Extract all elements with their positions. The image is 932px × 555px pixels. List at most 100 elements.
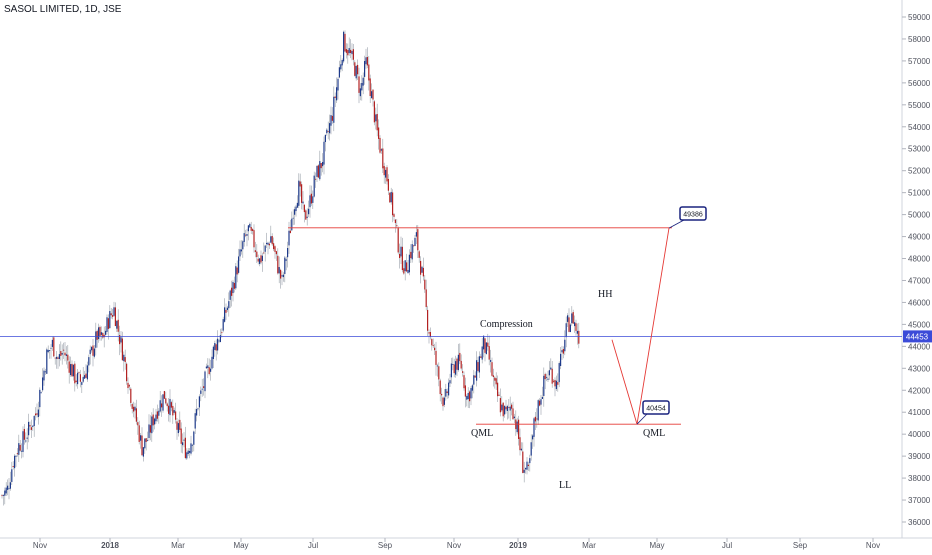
candle-body: [551, 368, 553, 384]
candle-body: [525, 467, 527, 470]
x-tick-label: 2018: [101, 541, 119, 550]
candle-body: [256, 251, 258, 258]
candle-body: [26, 437, 28, 439]
candle-body: [408, 254, 410, 273]
candle-body: [278, 267, 280, 274]
candle-body: [131, 404, 133, 409]
candle-body: [298, 180, 300, 206]
candle-body: [236, 267, 238, 275]
candle-body: [36, 413, 38, 415]
y-tick-label: 53000: [908, 145, 931, 154]
candle-body: [14, 455, 16, 469]
candle-body: [492, 375, 494, 377]
candle-body: [12, 466, 14, 468]
projection-path: [611, 228, 670, 425]
y-tick-label: 43000: [908, 364, 931, 373]
candle-body: [210, 368, 212, 372]
candle-body: [47, 349, 49, 353]
candle-body: [340, 64, 342, 70]
candle-body: [390, 191, 392, 203]
candle-body: [194, 413, 196, 429]
candle-body: [159, 400, 161, 412]
candle-body: [539, 400, 541, 406]
candle-body: [156, 411, 158, 419]
chart-title: SASOL LIMITED, 1D, JSE: [4, 4, 122, 15]
candle-body: [529, 458, 531, 464]
candle-body: [522, 451, 524, 474]
x-tick-label: Nov: [866, 541, 880, 550]
candle-body: [124, 357, 126, 363]
candle-body: [506, 406, 508, 411]
candle-body: [44, 371, 46, 373]
callout-pointer: [668, 219, 685, 229]
candle-body: [508, 407, 510, 408]
candle-body: [81, 382, 83, 385]
candle-body: [134, 406, 136, 411]
candle-body: [483, 335, 485, 350]
candle-body: [39, 389, 41, 408]
candle-body: [270, 236, 272, 243]
candle-body: [259, 258, 261, 264]
candle-body: [225, 309, 227, 313]
candle-body: [399, 253, 401, 259]
candle-body: [351, 50, 353, 55]
candle-body: [518, 419, 520, 439]
candle-body: [484, 338, 486, 353]
candle-body: [247, 225, 249, 232]
candle-body: [341, 59, 343, 66]
candle-body: [117, 319, 119, 332]
y-tick-label: 44000: [908, 342, 931, 351]
x-tick-label: Sep: [378, 541, 393, 550]
candle-body: [263, 252, 265, 254]
candle-body: [119, 335, 121, 345]
candle-body: [478, 356, 480, 373]
candle-body: [431, 339, 433, 346]
candle-body: [467, 392, 469, 400]
candle-body: [355, 66, 357, 79]
candle-body: [546, 376, 548, 378]
candle-body: [233, 282, 235, 289]
candle-body: [555, 380, 557, 390]
candle-body: [494, 377, 496, 381]
price-label: 44453: [906, 332, 929, 341]
y-tick-label: 55000: [908, 101, 931, 110]
candle-body: [212, 346, 214, 360]
candle-body: [310, 193, 312, 204]
candle-body: [71, 363, 73, 377]
candle-body: [70, 364, 72, 376]
candle-body: [305, 210, 307, 220]
candle-body: [218, 340, 220, 342]
candle-body: [50, 347, 52, 349]
candle-body: [369, 78, 371, 97]
candle-body: [282, 274, 284, 278]
candle-body: [292, 217, 294, 219]
candle-body: [530, 442, 532, 456]
candle-body: [288, 230, 290, 246]
candle-body: [51, 339, 53, 347]
candle-body: [112, 315, 114, 317]
candle-body: [404, 260, 406, 272]
candle-body: [554, 379, 556, 387]
candle-body: [456, 358, 458, 370]
candle-body: [347, 49, 349, 56]
candle-body: [364, 60, 366, 77]
x-tick-label: May: [233, 541, 248, 550]
candle-body: [155, 414, 157, 422]
candle-body: [74, 363, 76, 384]
candle-body: [240, 249, 242, 252]
candle-body: [414, 237, 416, 246]
candle-body: [19, 444, 21, 451]
candle-body: [123, 354, 125, 362]
candle-body: [505, 406, 507, 410]
candle-body: [25, 440, 27, 442]
candle-body: [15, 455, 17, 457]
candle-body: [89, 349, 91, 355]
candle-body: [432, 345, 434, 347]
candle-body: [504, 405, 506, 415]
candle-body: [5, 487, 7, 494]
candle-body: [392, 192, 394, 216]
candle-body: [448, 382, 450, 396]
annotation-hh: HH: [598, 289, 612, 300]
candle-body: [557, 382, 559, 385]
candle-body: [303, 204, 305, 213]
